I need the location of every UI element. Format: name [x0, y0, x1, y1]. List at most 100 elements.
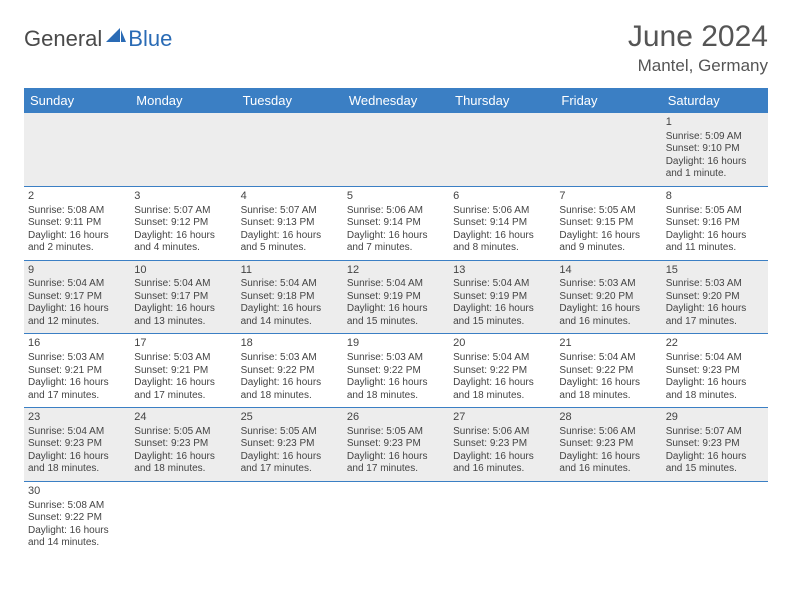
day-number: 19: [347, 337, 445, 351]
day-info-line: and 14 minutes.: [241, 316, 339, 329]
day-number: 27: [453, 411, 551, 425]
calendar-empty-cell: [449, 113, 555, 186]
calendar-day-cell: 19Sunrise: 5:03 AMSunset: 9:22 PMDayligh…: [343, 334, 449, 408]
day-info-line: Daylight: 16 hours: [241, 377, 339, 390]
day-info-line: and 7 minutes.: [347, 242, 445, 255]
calendar-day-cell: 18Sunrise: 5:03 AMSunset: 9:22 PMDayligh…: [237, 334, 343, 408]
day-number: 20: [453, 337, 551, 351]
calendar-day-cell: 24Sunrise: 5:05 AMSunset: 9:23 PMDayligh…: [130, 408, 236, 482]
day-info-line: Sunrise: 5:03 AM: [666, 278, 764, 291]
day-info-line: and 17 minutes.: [28, 390, 126, 403]
day-info-line: Sunrise: 5:08 AM: [28, 205, 126, 218]
day-info-line: Sunrise: 5:06 AM: [453, 426, 551, 439]
day-info-line: Sunset: 9:19 PM: [347, 291, 445, 304]
day-number: 18: [241, 337, 339, 351]
calendar-day-cell: 17Sunrise: 5:03 AMSunset: 9:21 PMDayligh…: [130, 334, 236, 408]
day-number: 28: [559, 411, 657, 425]
calendar-day-cell: 8Sunrise: 5:05 AMSunset: 9:16 PMDaylight…: [662, 186, 768, 260]
day-info-line: Sunrise: 5:04 AM: [134, 278, 232, 291]
calendar-day-cell: 5Sunrise: 5:06 AMSunset: 9:14 PMDaylight…: [343, 186, 449, 260]
calendar-day-cell: 6Sunrise: 5:06 AMSunset: 9:14 PMDaylight…: [449, 186, 555, 260]
day-info-line: Sunset: 9:12 PM: [134, 217, 232, 230]
calendar-day-cell: 1Sunrise: 5:09 AMSunset: 9:10 PMDaylight…: [662, 113, 768, 186]
day-info-line: and 14 minutes.: [28, 537, 126, 550]
calendar-empty-cell: [237, 481, 343, 554]
day-info-line: Daylight: 16 hours: [28, 303, 126, 316]
calendar-day-cell: 29Sunrise: 5:07 AMSunset: 9:23 PMDayligh…: [662, 408, 768, 482]
day-info-line: and 13 minutes.: [134, 316, 232, 329]
day-info-line: Sunrise: 5:03 AM: [134, 352, 232, 365]
day-info-line: Sunset: 9:23 PM: [666, 365, 764, 378]
day-info-line: Daylight: 16 hours: [453, 303, 551, 316]
day-info-line: Sunset: 9:23 PM: [453, 438, 551, 451]
day-info-line: Sunset: 9:22 PM: [241, 365, 339, 378]
day-info-line: Daylight: 16 hours: [666, 377, 764, 390]
day-number: 24: [134, 411, 232, 425]
calendar-day-cell: 7Sunrise: 5:05 AMSunset: 9:15 PMDaylight…: [555, 186, 661, 260]
title-block: June 2024 Mantel, Germany: [628, 20, 768, 76]
calendar-empty-cell: [237, 113, 343, 186]
calendar-day-cell: 20Sunrise: 5:04 AMSunset: 9:22 PMDayligh…: [449, 334, 555, 408]
day-info-line: Daylight: 16 hours: [453, 377, 551, 390]
day-info-line: Sunset: 9:23 PM: [559, 438, 657, 451]
day-info-line: and 17 minutes.: [241, 463, 339, 476]
day-info-line: Daylight: 16 hours: [559, 303, 657, 316]
day-info-line: and 4 minutes.: [134, 242, 232, 255]
weekday-header: Monday: [130, 88, 236, 113]
day-info-line: Sunrise: 5:08 AM: [28, 500, 126, 513]
calendar-week-row: 30Sunrise: 5:08 AMSunset: 9:22 PMDayligh…: [24, 481, 768, 554]
day-info-line: and 15 minutes.: [347, 316, 445, 329]
day-info-line: Daylight: 16 hours: [134, 230, 232, 243]
weekday-header: Friday: [555, 88, 661, 113]
calendar-empty-cell: [343, 481, 449, 554]
day-info-line: Daylight: 16 hours: [453, 451, 551, 464]
day-info-line: Daylight: 16 hours: [666, 156, 764, 169]
day-number: 6: [453, 190, 551, 204]
day-info-line: and 9 minutes.: [559, 242, 657, 255]
calendar-empty-cell: [130, 481, 236, 554]
calendar-day-cell: 27Sunrise: 5:06 AMSunset: 9:23 PMDayligh…: [449, 408, 555, 482]
day-number: 23: [28, 411, 126, 425]
day-info-line: Sunrise: 5:04 AM: [453, 278, 551, 291]
day-number: 17: [134, 337, 232, 351]
day-info-line: Sunrise: 5:04 AM: [241, 278, 339, 291]
day-info-line: and 5 minutes.: [241, 242, 339, 255]
day-info-line: Sunset: 9:20 PM: [666, 291, 764, 304]
day-number: 4: [241, 190, 339, 204]
day-info-line: Sunrise: 5:04 AM: [559, 352, 657, 365]
day-info-line: Sunrise: 5:03 AM: [559, 278, 657, 291]
calendar-day-cell: 26Sunrise: 5:05 AMSunset: 9:23 PMDayligh…: [343, 408, 449, 482]
day-info-line: Sunrise: 5:05 AM: [241, 426, 339, 439]
calendar-empty-cell: [24, 113, 130, 186]
day-info-line: and 18 minutes.: [559, 390, 657, 403]
day-number: 26: [347, 411, 445, 425]
day-info-line: and 17 minutes.: [134, 390, 232, 403]
day-info-line: Sunset: 9:13 PM: [241, 217, 339, 230]
day-number: 9: [28, 264, 126, 278]
calendar-day-cell: 30Sunrise: 5:08 AMSunset: 9:22 PMDayligh…: [24, 481, 130, 554]
day-number: 2: [28, 190, 126, 204]
day-info-line: Sunset: 9:14 PM: [453, 217, 551, 230]
day-number: 25: [241, 411, 339, 425]
logo: General Blue: [24, 26, 172, 52]
calendar-week-row: 16Sunrise: 5:03 AMSunset: 9:21 PMDayligh…: [24, 334, 768, 408]
day-info-line: and 18 minutes.: [241, 390, 339, 403]
day-number: 12: [347, 264, 445, 278]
calendar-empty-cell: [662, 481, 768, 554]
calendar-day-cell: 2Sunrise: 5:08 AMSunset: 9:11 PMDaylight…: [24, 186, 130, 260]
day-info-line: Daylight: 16 hours: [134, 303, 232, 316]
calendar-day-cell: 22Sunrise: 5:04 AMSunset: 9:23 PMDayligh…: [662, 334, 768, 408]
calendar-day-cell: 12Sunrise: 5:04 AMSunset: 9:19 PMDayligh…: [343, 260, 449, 334]
day-number: 22: [666, 337, 764, 351]
day-info-line: and 8 minutes.: [453, 242, 551, 255]
calendar-week-row: 9Sunrise: 5:04 AMSunset: 9:17 PMDaylight…: [24, 260, 768, 334]
day-info-line: and 18 minutes.: [666, 390, 764, 403]
day-info-line: Sunset: 9:22 PM: [453, 365, 551, 378]
day-number: 15: [666, 264, 764, 278]
calendar-week-row: 2Sunrise: 5:08 AMSunset: 9:11 PMDaylight…: [24, 186, 768, 260]
day-info-line: Sunset: 9:16 PM: [666, 217, 764, 230]
calendar-empty-cell: [130, 113, 236, 186]
day-info-line: and 17 minutes.: [666, 316, 764, 329]
weekday-header: Sunday: [24, 88, 130, 113]
day-info-line: and 18 minutes.: [134, 463, 232, 476]
